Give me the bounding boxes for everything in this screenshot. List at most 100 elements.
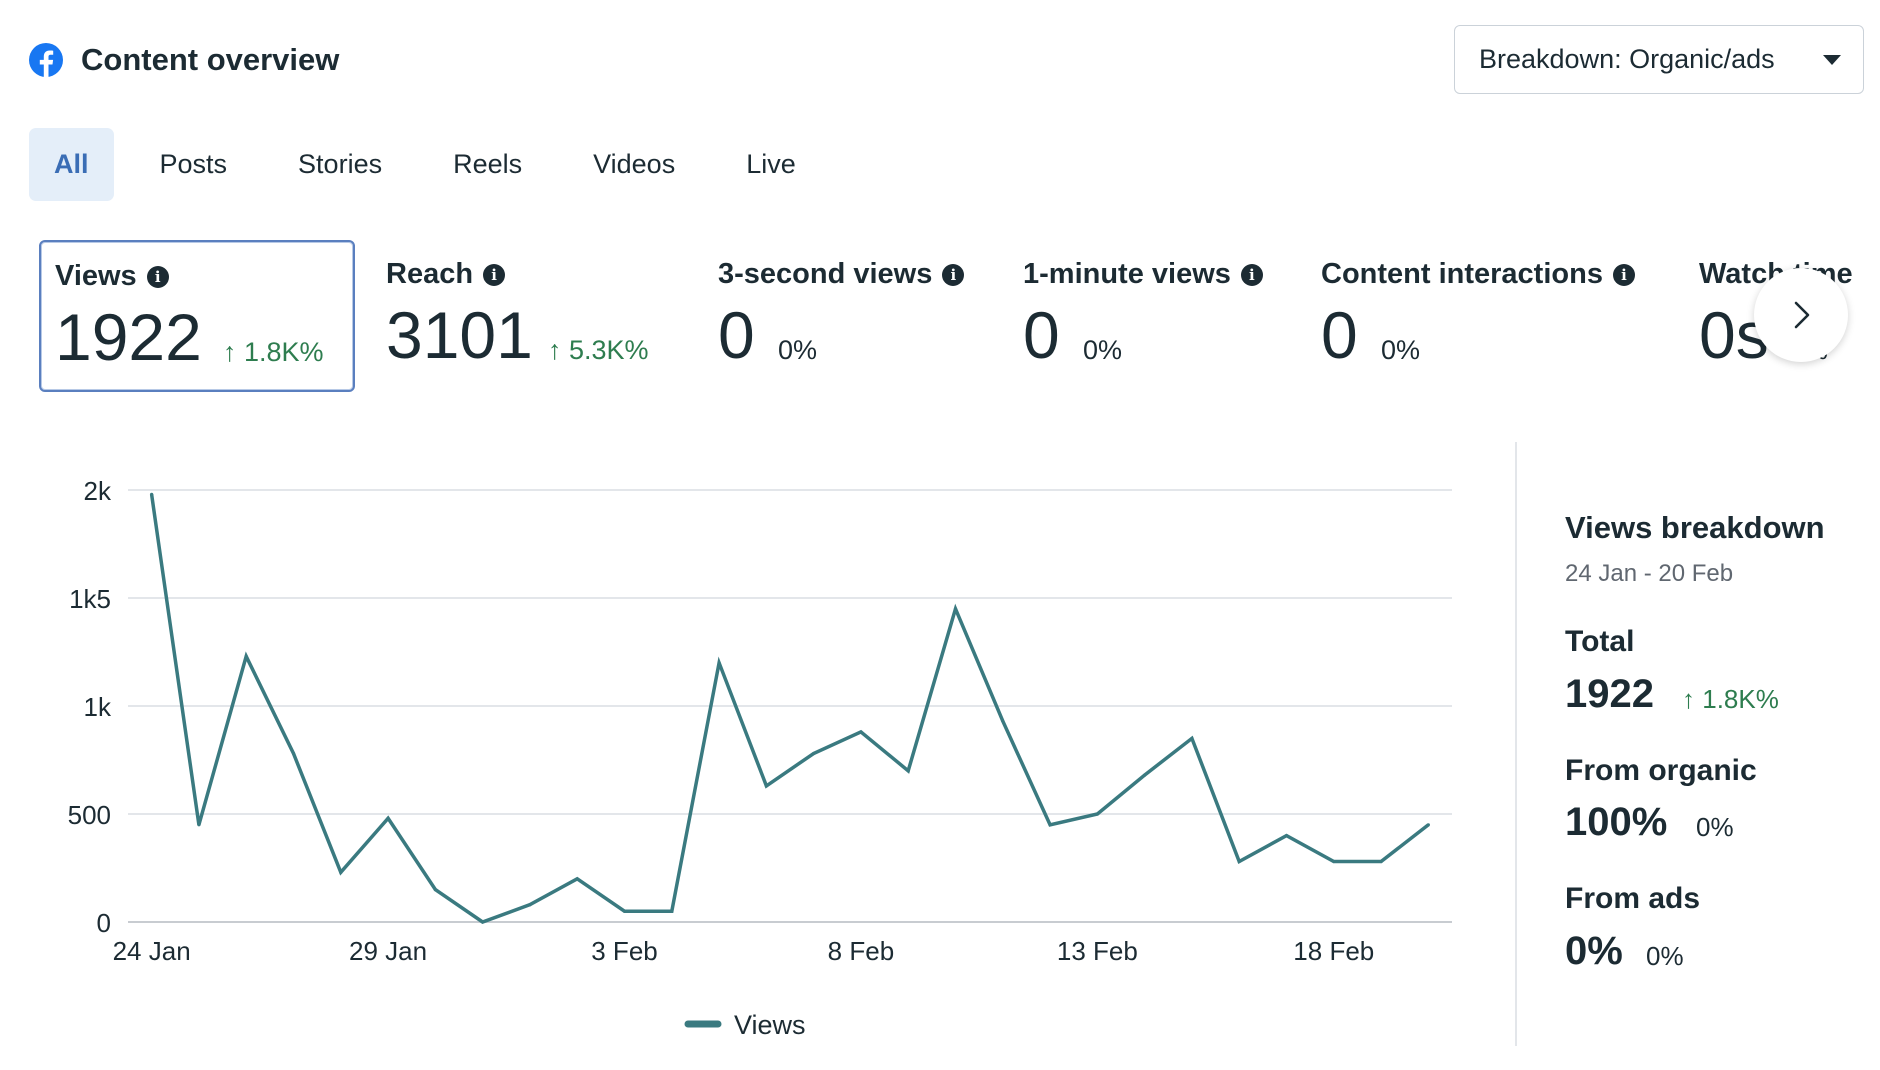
ads-value: 0% bbox=[1565, 929, 1623, 973]
data-point bbox=[386, 816, 390, 820]
views-line-chart: 0 500 1k 1k5 2k 24 Jan 29 Jan 3 Feb 8 Feb 13 Feb 1… bbox=[68, 476, 1452, 1040]
metrics-carousel: Views i 1922 ↑ 1.8K% Reach i 3101 ↑ 5.3K% … bbox=[0, 240, 1880, 396]
panel-title: Views breakdown bbox=[1565, 510, 1825, 545]
metric-value: 0 bbox=[1321, 298, 1358, 372]
data-point bbox=[481, 920, 485, 924]
x-tick-label: 24 Jan bbox=[113, 936, 191, 966]
x-tick-label: 3 Feb bbox=[591, 936, 658, 966]
panel-divider bbox=[1515, 442, 1517, 1046]
tab-reels[interactable]: Reels bbox=[428, 128, 547, 201]
y-tick-label: 1k5 bbox=[69, 584, 111, 614]
metric-label-text: 3-second views bbox=[718, 258, 933, 290]
arrow-up-icon: ↑ bbox=[548, 335, 562, 365]
page-title: Content overview bbox=[81, 42, 340, 77]
metric-card-content-interactions[interactable]: Content interactions i 0 0% bbox=[1307, 240, 1657, 392]
tab-label: Reels bbox=[453, 149, 523, 179]
x-tick-label: 18 Feb bbox=[1293, 936, 1374, 966]
total-label: Total bbox=[1565, 625, 1635, 658]
x-tick-label: 29 Jan bbox=[349, 936, 427, 966]
y-tick-label: 0 bbox=[97, 908, 111, 938]
data-point bbox=[953, 607, 958, 611]
carousel-next-button[interactable] bbox=[1754, 268, 1848, 362]
metric-label: 3-second views i bbox=[718, 258, 965, 291]
metric-value: 0 bbox=[718, 298, 755, 372]
metric-card-1-minute-views[interactable]: 1-minute views i 0 0% bbox=[1009, 240, 1309, 392]
data-point bbox=[906, 769, 910, 773]
info-icon[interactable]: i bbox=[1240, 263, 1263, 286]
data-point bbox=[197, 823, 201, 827]
total-change: ↑ 1.8K% bbox=[1682, 684, 1779, 715]
metric-card-reach[interactable]: Reach i 3101 ↑ 5.3K% bbox=[372, 240, 692, 392]
y-tick-label: 2k bbox=[84, 476, 112, 506]
data-point bbox=[812, 751, 816, 756]
data-point bbox=[339, 870, 343, 874]
header: Content overview bbox=[29, 42, 339, 78]
data-point bbox=[1095, 812, 1099, 816]
metric-label-text: Reach bbox=[386, 258, 474, 290]
tab-label: Stories bbox=[298, 149, 383, 179]
metric-change-value: 5.3K% bbox=[569, 335, 649, 365]
data-point bbox=[1143, 773, 1147, 777]
data-point bbox=[622, 909, 627, 913]
metric-value: 3101 bbox=[386, 298, 533, 372]
breakdown-dropdown[interactable]: Breakdown: Organic/ads bbox=[1454, 25, 1864, 94]
chevron-right-icon bbox=[1794, 301, 1810, 329]
tab-posts[interactable]: Posts bbox=[135, 128, 253, 201]
metric-change: ↑ 1.8K% bbox=[223, 337, 324, 368]
data-point bbox=[433, 888, 437, 892]
data-point bbox=[1332, 859, 1336, 864]
ads-label: From ads bbox=[1565, 882, 1701, 915]
tab-all[interactable]: All bbox=[29, 128, 114, 201]
data-point bbox=[1190, 736, 1194, 740]
metric-label: Reach i bbox=[386, 258, 506, 291]
y-tick-label: 500 bbox=[68, 800, 111, 830]
info-icon[interactable]: i bbox=[146, 265, 169, 288]
metric-card-3-second-views[interactable]: 3-second views i 0 0% bbox=[704, 240, 1004, 392]
tab-stories[interactable]: Stories bbox=[273, 128, 407, 201]
metric-label: Content interactions i bbox=[1321, 258, 1635, 291]
metric-change: 0% bbox=[1083, 335, 1123, 365]
metric-label-text: Views bbox=[55, 260, 137, 292]
x-tick-label: 8 Feb bbox=[828, 936, 895, 966]
arrow-up-icon: ↑ bbox=[223, 337, 237, 367]
metric-change: 0% bbox=[778, 335, 818, 365]
tab-label: Live bbox=[746, 149, 796, 179]
facebook-logo-icon bbox=[29, 43, 63, 77]
info-icon[interactable]: i bbox=[483, 263, 506, 286]
metric-value: 0 bbox=[1023, 298, 1060, 372]
data-point bbox=[670, 909, 674, 913]
data-point bbox=[764, 784, 768, 788]
legend-label: Views bbox=[734, 1010, 806, 1040]
organic-value: 100% bbox=[1565, 800, 1668, 844]
content-type-tabs: All Posts Stories Reels Videos Live bbox=[29, 128, 842, 201]
caret-down-icon bbox=[1823, 54, 1841, 65]
total-change-value: 1.8K% bbox=[1702, 684, 1779, 714]
total-value: 1922 bbox=[1565, 672, 1654, 716]
tab-live[interactable]: Live bbox=[721, 128, 821, 201]
metric-change: ↑ 5.3K% bbox=[548, 335, 649, 366]
tab-label: Videos bbox=[593, 149, 676, 179]
data-point bbox=[1426, 823, 1430, 827]
metric-value: 1922 bbox=[55, 300, 202, 374]
data-point bbox=[1379, 859, 1383, 864]
metric-label-text: 1-minute views bbox=[1023, 258, 1231, 290]
data-point bbox=[150, 492, 154, 496]
data-point bbox=[1001, 719, 1005, 723]
data-point bbox=[717, 661, 721, 665]
panel-date-range: 24 Jan - 20 Feb bbox=[1565, 560, 1734, 587]
y-tick-label: 1k bbox=[84, 692, 112, 722]
data-point bbox=[1284, 834, 1289, 838]
info-icon[interactable]: i bbox=[942, 263, 965, 286]
data-point bbox=[528, 903, 532, 907]
metric-change-value: 1.8K% bbox=[244, 337, 324, 367]
metric-change: 0% bbox=[1381, 335, 1421, 365]
metric-card-views[interactable]: Views i 1922 ↑ 1.8K% bbox=[39, 240, 355, 392]
ads-change: 0% bbox=[1646, 941, 1684, 971]
data-point bbox=[859, 730, 863, 734]
info-icon[interactable]: i bbox=[1612, 263, 1635, 286]
metric-label-text: Content interactions bbox=[1321, 258, 1603, 290]
tab-videos[interactable]: Videos bbox=[568, 128, 700, 201]
arrow-up-icon: ↑ bbox=[1682, 684, 1695, 714]
series-line-views bbox=[149, 494, 1430, 924]
data-point bbox=[1237, 859, 1241, 864]
